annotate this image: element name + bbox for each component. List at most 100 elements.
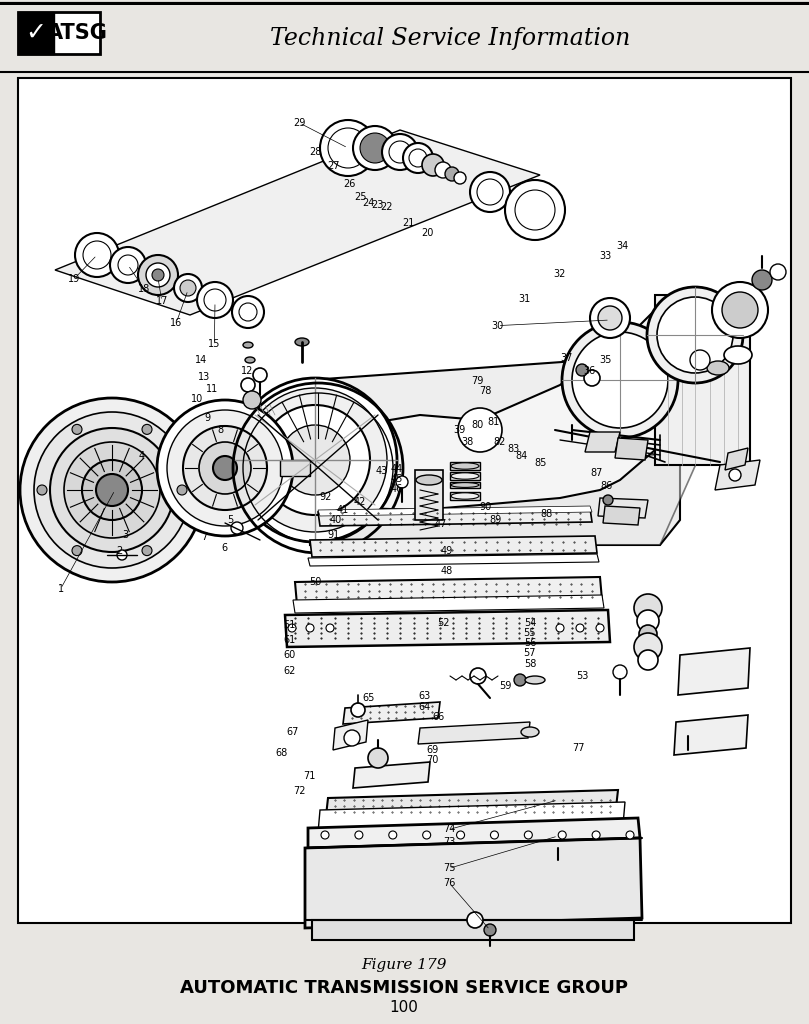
- Circle shape: [152, 269, 164, 281]
- Ellipse shape: [451, 473, 479, 479]
- Bar: [18, 78, 791, 923]
- Text: 4: 4: [138, 451, 145, 461]
- Text: AUTOMATIC TRANSMISSION SERVICE GROUP: AUTOMATIC TRANSMISSION SERVICE GROUP: [180, 979, 628, 997]
- Circle shape: [320, 120, 376, 176]
- Text: 5: 5: [227, 515, 234, 525]
- Text: 79: 79: [471, 376, 484, 386]
- Bar: [18, 12, 100, 54]
- Text: 1: 1: [57, 584, 64, 594]
- Polygon shape: [310, 355, 680, 545]
- Text: 78: 78: [479, 386, 492, 396]
- Circle shape: [233, 378, 397, 542]
- Circle shape: [72, 546, 82, 556]
- Circle shape: [634, 594, 662, 622]
- Circle shape: [174, 274, 202, 302]
- Circle shape: [64, 442, 160, 538]
- Circle shape: [562, 322, 678, 438]
- Polygon shape: [343, 702, 440, 724]
- Circle shape: [288, 624, 296, 632]
- Polygon shape: [353, 762, 430, 788]
- Ellipse shape: [243, 342, 253, 348]
- Text: ✓: ✓: [26, 22, 46, 45]
- Circle shape: [34, 412, 190, 568]
- Polygon shape: [598, 498, 648, 518]
- Text: Figure 179: Figure 179: [362, 958, 447, 972]
- Circle shape: [752, 270, 772, 290]
- Polygon shape: [674, 715, 748, 755]
- Text: 74: 74: [443, 824, 455, 835]
- Circle shape: [180, 280, 196, 296]
- Circle shape: [603, 495, 613, 505]
- Polygon shape: [55, 130, 540, 315]
- Text: 26: 26: [343, 179, 356, 189]
- Text: 43: 43: [375, 466, 388, 476]
- Text: 24: 24: [362, 198, 375, 208]
- Text: 63: 63: [418, 691, 431, 701]
- Text: 39: 39: [453, 425, 466, 435]
- Text: 23: 23: [371, 200, 383, 210]
- Polygon shape: [725, 449, 748, 470]
- Text: 14: 14: [194, 355, 207, 366]
- Text: 82: 82: [493, 437, 506, 447]
- Text: 35: 35: [599, 355, 612, 366]
- Text: 9: 9: [204, 413, 210, 423]
- Circle shape: [445, 167, 459, 181]
- Circle shape: [596, 624, 604, 632]
- Ellipse shape: [416, 475, 442, 485]
- Polygon shape: [308, 554, 599, 566]
- Text: 51: 51: [283, 620, 296, 630]
- Text: 77: 77: [572, 742, 585, 753]
- Text: 58: 58: [523, 658, 536, 669]
- Text: 61: 61: [283, 635, 296, 645]
- Text: 38: 38: [461, 437, 474, 447]
- Circle shape: [239, 303, 257, 321]
- Text: 65: 65: [362, 693, 375, 703]
- Text: 19: 19: [68, 273, 81, 284]
- Circle shape: [490, 831, 498, 839]
- Circle shape: [146, 263, 170, 287]
- Text: 92: 92: [319, 492, 332, 502]
- Text: 3: 3: [122, 529, 129, 540]
- Text: 84: 84: [515, 451, 528, 461]
- Text: 13: 13: [197, 372, 210, 382]
- Text: 6: 6: [222, 543, 228, 553]
- Circle shape: [204, 289, 226, 311]
- Text: 81: 81: [487, 417, 500, 427]
- Circle shape: [505, 180, 565, 240]
- Text: 52: 52: [437, 617, 450, 628]
- Bar: [450, 482, 480, 488]
- Circle shape: [572, 332, 668, 428]
- Bar: [450, 462, 480, 470]
- Text: 68: 68: [275, 748, 288, 758]
- Text: 29: 29: [293, 118, 306, 128]
- Text: 34: 34: [616, 241, 629, 251]
- Circle shape: [142, 424, 152, 434]
- Circle shape: [253, 368, 267, 382]
- Circle shape: [328, 128, 368, 168]
- Circle shape: [456, 831, 464, 839]
- Circle shape: [576, 624, 584, 632]
- Circle shape: [382, 134, 418, 170]
- Circle shape: [435, 162, 451, 178]
- Text: 36: 36: [582, 366, 595, 376]
- Text: 22: 22: [380, 202, 393, 212]
- Circle shape: [626, 831, 634, 839]
- Text: 59: 59: [499, 681, 512, 691]
- Bar: [18, 12, 54, 54]
- Circle shape: [20, 398, 204, 582]
- Text: 20: 20: [421, 228, 434, 239]
- Text: 25: 25: [354, 191, 366, 202]
- Text: ATSG: ATSG: [47, 23, 108, 43]
- Circle shape: [241, 378, 255, 392]
- Circle shape: [243, 391, 261, 409]
- Text: 8: 8: [217, 425, 223, 435]
- Circle shape: [657, 297, 733, 373]
- Text: 50: 50: [309, 577, 322, 587]
- Circle shape: [637, 610, 659, 632]
- Ellipse shape: [451, 463, 479, 469]
- Text: 32: 32: [553, 269, 566, 280]
- Circle shape: [75, 233, 119, 278]
- Ellipse shape: [451, 482, 479, 487]
- Text: 73: 73: [443, 837, 455, 847]
- Circle shape: [477, 179, 503, 205]
